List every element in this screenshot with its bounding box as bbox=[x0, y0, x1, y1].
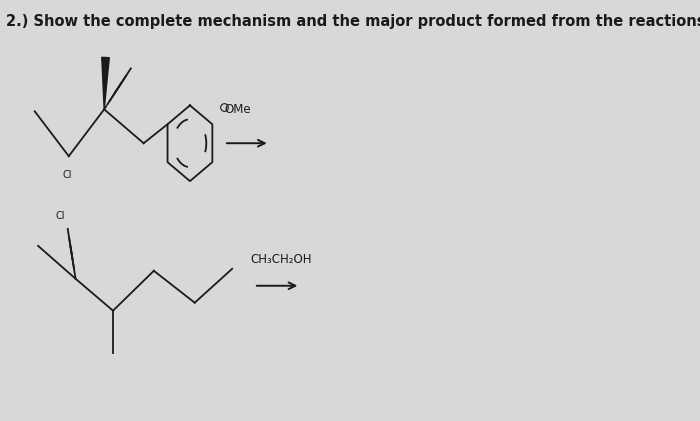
Text: Cl: Cl bbox=[63, 170, 72, 180]
Text: CH₃CH₂OH: CH₃CH₂OH bbox=[251, 253, 312, 266]
Polygon shape bbox=[102, 57, 109, 109]
Text: 2.) Show the complete mechanism and the major product formed from the reactions : 2.) Show the complete mechanism and the … bbox=[6, 13, 700, 29]
Text: OMe: OMe bbox=[225, 103, 251, 116]
Text: Cl: Cl bbox=[56, 211, 65, 221]
